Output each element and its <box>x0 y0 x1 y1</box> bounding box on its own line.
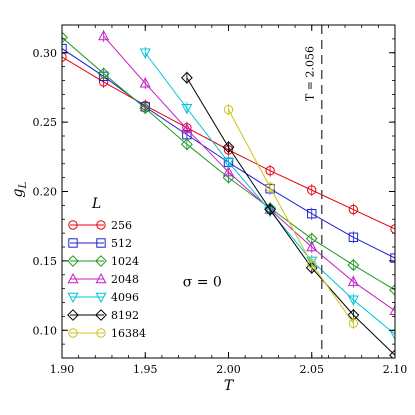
legend-marker <box>96 328 106 338</box>
data-point <box>306 256 318 267</box>
critical-temperature-label: T = 2.056 <box>304 46 317 101</box>
legend-item-256: 256 <box>68 219 132 232</box>
legend-item-1024: 1024 <box>67 255 139 268</box>
y-tick-label: 0.15 <box>33 255 58 268</box>
data-point <box>389 304 395 316</box>
data-point <box>347 275 359 286</box>
data-point <box>348 204 359 215</box>
y-axis-label-main: g <box>10 189 26 198</box>
y-axis-label-sub: L <box>18 182 29 190</box>
legend-marker <box>95 255 107 267</box>
legend-label: 1024 <box>111 255 139 268</box>
data-point <box>348 232 359 242</box>
data-point <box>265 182 275 193</box>
data-point <box>139 48 151 59</box>
legend-marker <box>95 292 107 304</box>
data-point <box>307 185 317 195</box>
x-tick-label: 2.10 <box>383 363 408 376</box>
annotation-layer: T = 2.056 σ = 0 <box>183 25 323 358</box>
legend-label: 16384 <box>111 327 146 340</box>
legend-label: 256 <box>111 219 132 232</box>
legend-marker <box>67 272 79 284</box>
data-point <box>139 102 152 115</box>
data-point <box>139 77 151 88</box>
data-point <box>306 240 318 252</box>
legend-label: 8192 <box>111 309 139 322</box>
y-tick-label: 0.25 <box>33 116 58 129</box>
data-point <box>347 259 360 271</box>
data-point <box>265 165 275 176</box>
legend-marker <box>96 220 106 230</box>
legend-item-8192: 8192 <box>67 309 139 322</box>
data-point <box>307 209 317 219</box>
data-point <box>97 67 110 80</box>
series-line-2048 <box>103 35 395 312</box>
x-tick-label: 1.95 <box>133 363 158 376</box>
data-point <box>223 104 234 115</box>
data-point <box>389 284 395 296</box>
legend-label: 4096 <box>111 291 139 304</box>
series-16384 <box>223 103 359 330</box>
series-line-8192 <box>186 77 395 356</box>
data-point <box>307 258 317 269</box>
legend-marker <box>95 272 107 284</box>
data-point <box>348 318 359 329</box>
data-point <box>222 141 235 154</box>
data-point <box>180 138 193 151</box>
data-point <box>347 295 359 306</box>
legend-label: 2048 <box>111 273 139 286</box>
data-point <box>181 123 193 134</box>
legend-title: L <box>91 196 101 212</box>
legend-item-4096: 4096 <box>67 291 139 304</box>
legend-marker <box>68 238 78 248</box>
data-point <box>389 349 395 358</box>
legend-marker <box>68 220 78 230</box>
data-point <box>62 52 67 62</box>
data-point <box>222 158 235 169</box>
y-tick-label: 0.20 <box>33 186 58 199</box>
data-point <box>62 43 67 54</box>
sigma-label: σ = 0 <box>183 275 222 291</box>
series-2048 <box>98 30 395 317</box>
series-layer <box>62 30 395 358</box>
legend-item-512: 512 <box>68 237 132 250</box>
x-axis-label: T <box>224 378 235 394</box>
y-tick-label: 0.10 <box>33 324 58 337</box>
x-tick-label: 2.05 <box>300 363 325 376</box>
data-point <box>98 30 110 41</box>
legend-marker <box>67 292 79 304</box>
axis-layer: 1.90 1.95 2.00 2.05 2.10 0.10 0.15 0.20 0.25 0.30… <box>10 24 408 394</box>
data-point <box>180 71 193 84</box>
data-point <box>62 31 68 44</box>
legend-marker <box>67 309 79 321</box>
data-point <box>264 203 277 216</box>
legend-marker <box>68 328 78 338</box>
data-point <box>222 166 235 177</box>
data-point <box>181 104 193 115</box>
series-line-16384 <box>228 109 354 324</box>
legend-marker <box>96 238 106 248</box>
y-tick-label: 0.30 <box>33 47 58 60</box>
data-point <box>389 330 395 341</box>
y-axis-label: gL <box>10 182 29 198</box>
x-tick-label: 2.00 <box>216 363 241 376</box>
x-tick-label: 1.90 <box>50 363 75 376</box>
legend-marker <box>95 309 107 321</box>
legend: L 256 512 1024 2048 4096 8192 16384 <box>67 196 146 340</box>
legend-item-2048: 2048 <box>67 272 139 286</box>
legend-item-16384: 16384 <box>68 327 146 340</box>
legend-marker <box>67 255 79 267</box>
legend-label: 512 <box>111 237 132 250</box>
